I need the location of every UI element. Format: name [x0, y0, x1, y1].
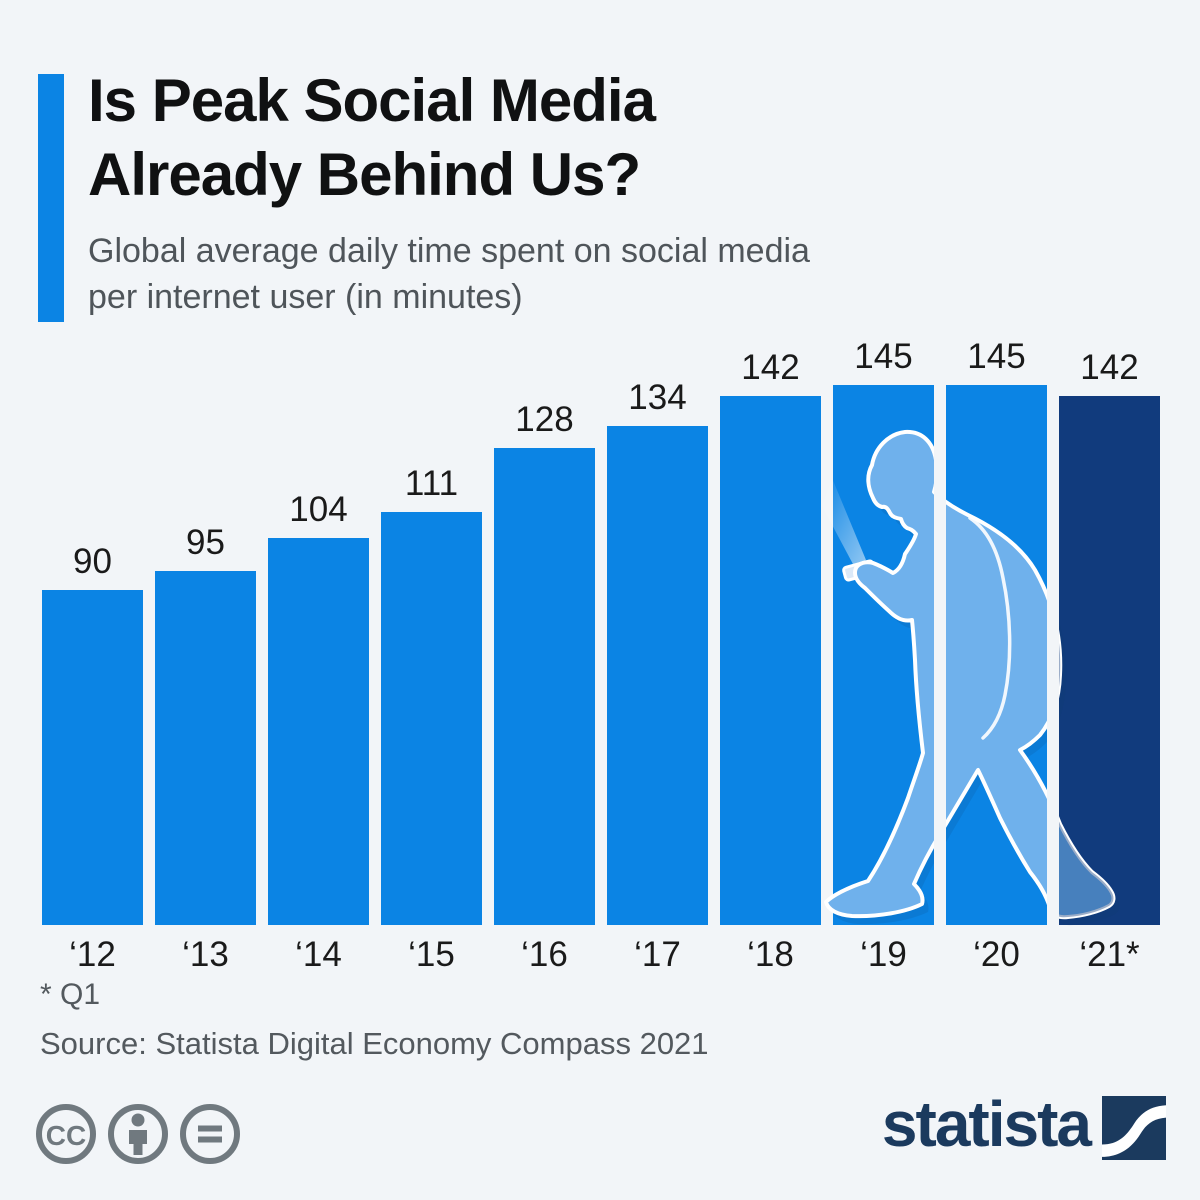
phone-light-beam: [822, 478, 866, 566]
value-label-‘15: 111: [404, 464, 459, 503]
value-label-‘12: 90: [73, 542, 112, 581]
cc-by-icon: [108, 1104, 168, 1164]
title-accent-bar: [38, 74, 64, 322]
bar-‘21*: [1059, 396, 1160, 925]
statista-wordmark: statista: [881, 1088, 1092, 1160]
year-label-‘21*: ‘21*: [1079, 935, 1140, 974]
year-label-‘18: ‘18: [747, 935, 794, 974]
bar-slot-‘15: 111 ‘15: [381, 345, 482, 975]
statista-logo: statista: [881, 1088, 1166, 1160]
cc-nd-icon: [180, 1104, 240, 1164]
bar-‘13: [155, 571, 256, 925]
value-label-‘13: 95: [186, 523, 225, 562]
year-label-‘16: ‘16: [521, 935, 568, 974]
bar-slot-‘14: 104 ‘14: [268, 345, 369, 975]
texting-pedestrian-illustration: [822, 429, 1120, 926]
bar-slot-‘12: 90 ‘12: [42, 345, 143, 975]
cc-icon: CC: [36, 1104, 96, 1164]
page-title: Is Peak Social Media Already Behind Us?: [88, 64, 656, 212]
bar-‘12: [42, 590, 143, 925]
value-label-‘16: 128: [515, 400, 574, 439]
creative-commons-icons: CC: [35, 1103, 241, 1165]
value-label-‘17: 134: [628, 378, 687, 417]
bar-slot-‘18: 142 ‘18: [720, 345, 821, 975]
bar-‘16: [494, 448, 595, 925]
year-label-‘12: ‘12: [69, 935, 116, 974]
value-label-‘21*: 142: [1080, 348, 1139, 387]
title-line-2: Already Behind Us?: [88, 141, 641, 208]
bar-separator-20-21: [1047, 385, 1059, 925]
bar-slot-‘21*: 142 ‘21*: [1059, 345, 1160, 975]
bar-‘17: [607, 426, 708, 925]
bar-slot-‘17: 134 ‘17: [607, 345, 708, 975]
bar-‘14: [268, 538, 369, 925]
bar-separator-19-20: [934, 385, 946, 925]
statista-logo-mark: [1102, 1096, 1166, 1160]
svg-text:CC: CC: [46, 1120, 86, 1151]
backpack-outline: [968, 516, 1012, 740]
year-label-‘13: ‘13: [182, 935, 229, 974]
value-label-‘14: 104: [289, 490, 348, 529]
year-label-‘14: ‘14: [295, 935, 342, 974]
bar-slot-‘13: 95 ‘13: [155, 345, 256, 975]
value-label-‘19: 145: [854, 337, 913, 376]
title-line-1: Is Peak Social Media: [88, 67, 656, 134]
subtitle-line-1: Global average daily time spent on socia…: [88, 232, 810, 270]
bar-‘15: [381, 512, 482, 925]
year-label-‘19: ‘19: [860, 935, 907, 974]
year-label-‘15: ‘15: [408, 935, 455, 974]
value-label-‘18: 142: [741, 348, 800, 387]
page-subtitle: Global average daily time spent on socia…: [88, 228, 810, 320]
footnote: * Q1: [40, 978, 101, 1011]
year-label-‘17: ‘17: [634, 935, 681, 974]
year-label-‘20: ‘20: [973, 935, 1020, 974]
bar-slot-‘16: 128 ‘16: [494, 345, 595, 975]
source-line: Source: Statista Digital Economy Compass…: [40, 1026, 709, 1061]
bar-‘18: [720, 396, 821, 925]
subtitle-line-2: per internet user (in minutes): [88, 278, 523, 316]
value-label-‘20: 145: [967, 337, 1026, 376]
